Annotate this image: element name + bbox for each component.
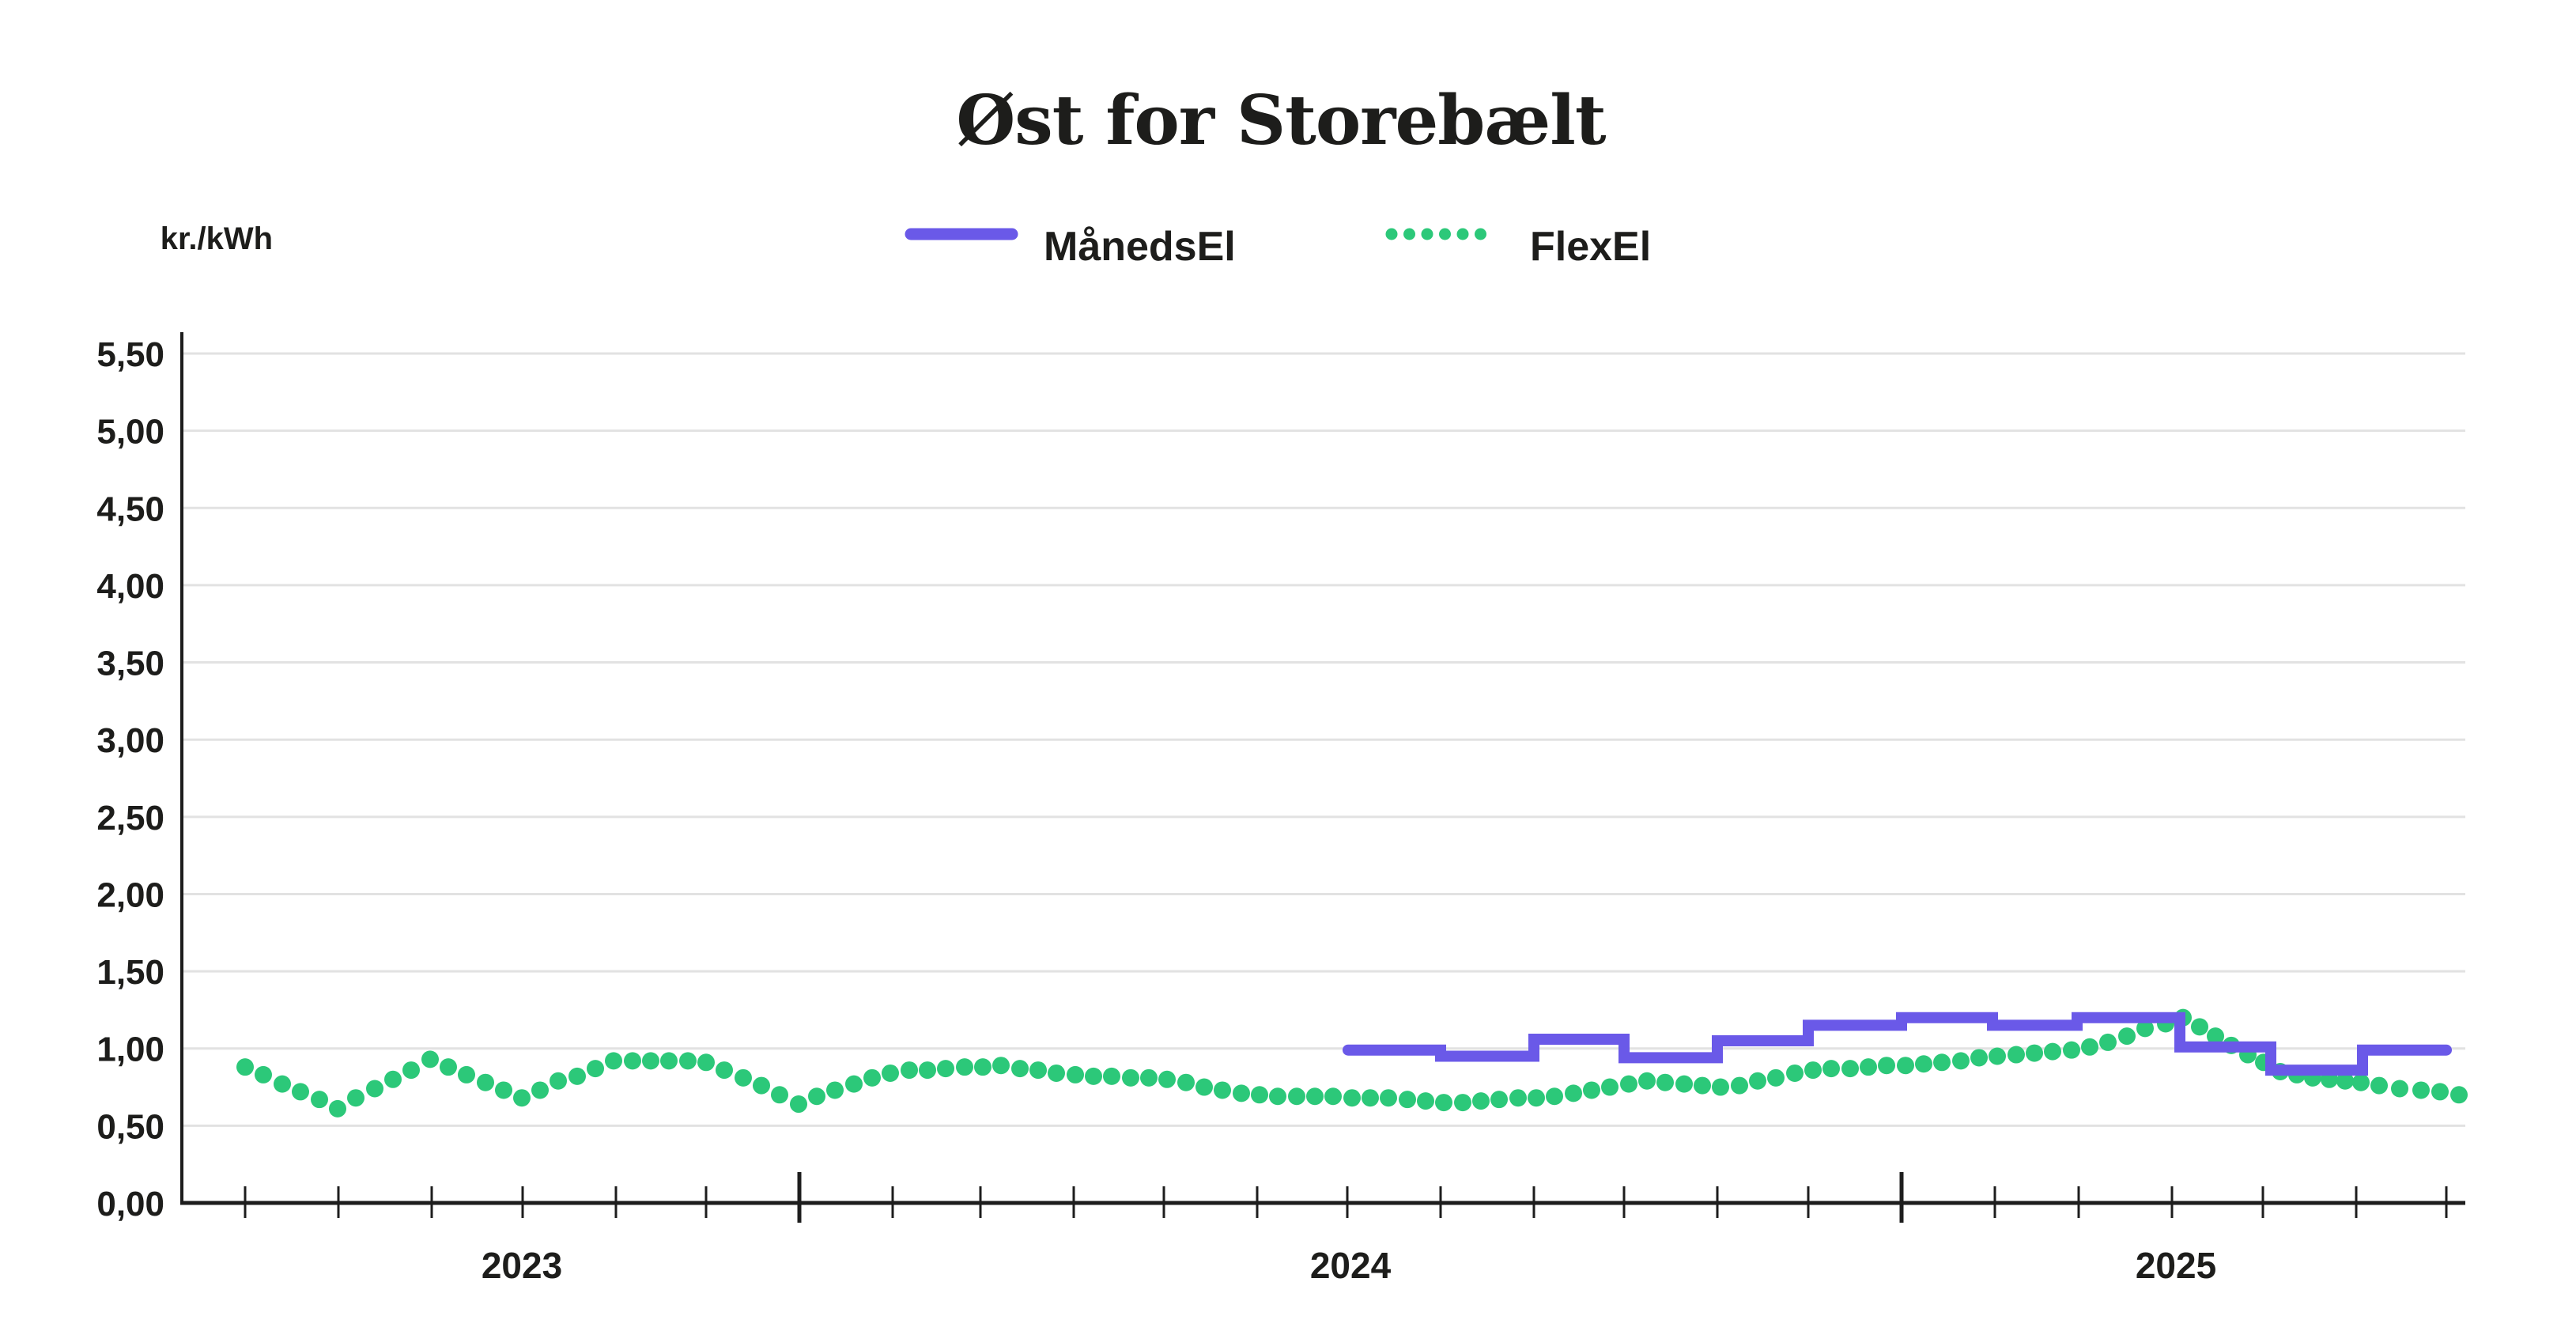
y-axis-unit-label: kr./kWh	[161, 221, 273, 256]
y-tick-label: 0,00	[96, 1185, 164, 1223]
chart-legend: MånedsEl FlexEl	[905, 224, 1651, 270]
y-tick-label: 5,00	[96, 413, 164, 452]
x-axis-year-labels: 2023 2024 2025	[482, 1245, 2216, 1286]
y-tick-label: 2,00	[96, 876, 164, 914]
y-tick-label: 5,50	[96, 335, 164, 374]
flexel-legend-label: FlexEl	[1530, 224, 1651, 270]
year-label: 2024	[1310, 1245, 1392, 1286]
y-tick-label: 1,50	[96, 953, 164, 992]
y-axis-tick-labels: 0,00 0,50 1,00 1,50 2,00 2,50 3,00 3,50 4,00 4,50…	[96, 335, 164, 1223]
y-tick-label: 0,50	[96, 1107, 164, 1146]
year-label: 2025	[2136, 1245, 2216, 1286]
y-tick-label: 2,50	[96, 799, 164, 838]
year-label: 2023	[482, 1245, 562, 1286]
y-tick-label: 3,00	[96, 721, 164, 760]
gridlines	[182, 352, 2465, 1127]
flexel-legend-dots-icon	[1385, 228, 1486, 240]
monthsel-step-series	[1343, 1012, 2452, 1076]
y-tick-label: 3,50	[96, 645, 164, 683]
y-tick-label: 4,50	[96, 490, 164, 528]
axes	[180, 332, 2465, 1205]
monthsel-legend-label: MånedsEl	[1044, 224, 1236, 270]
y-tick-label: 4,00	[96, 567, 164, 606]
chart-title: Øst for Storebælt	[956, 81, 1606, 161]
flexel-dotted-series	[236, 1008, 2468, 1118]
x-axis-ticks	[244, 1172, 2448, 1223]
y-tick-label: 1,00	[96, 1031, 164, 1069]
